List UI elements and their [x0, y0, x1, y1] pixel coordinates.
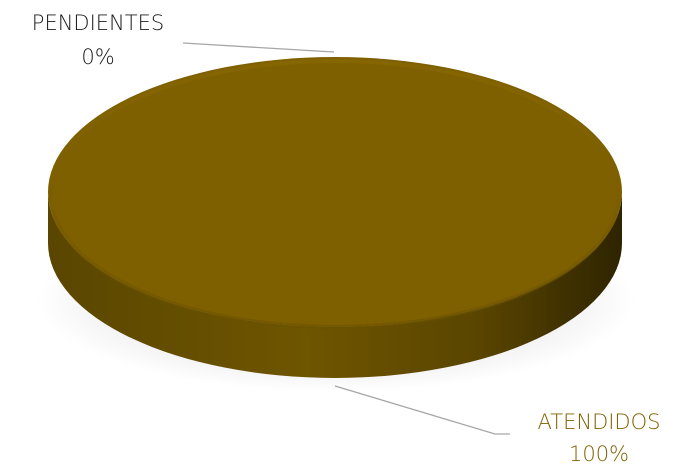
label-pendientes-name: PENDIENTES — [32, 11, 164, 35]
slice-atendidos-bevel — [49, 59, 621, 329]
slice-atendidos — [48, 57, 622, 327]
label-atendidos-value: 100% — [569, 442, 629, 466]
label-pendientes-value: 0% — [81, 45, 114, 69]
leader-line-atendidos — [334, 385, 510, 435]
slice-side-atendidos — [48, 192, 622, 378]
label-atendidos-name: ATENDIDOS — [538, 410, 661, 434]
leader-line-pendientes — [182, 42, 335, 53]
